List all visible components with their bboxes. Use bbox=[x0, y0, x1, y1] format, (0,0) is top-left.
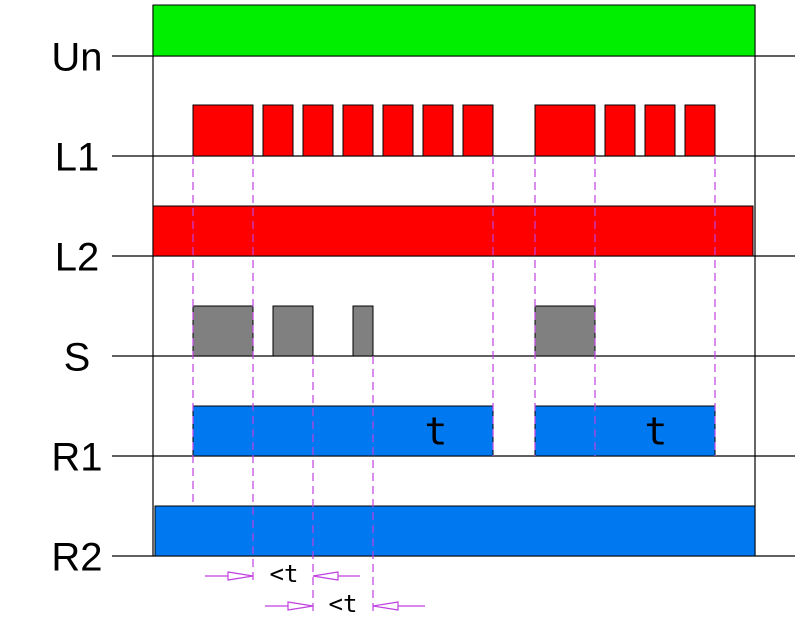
guides bbox=[192, 156, 716, 612]
timer-label: t bbox=[645, 410, 668, 454]
interval-label: <t bbox=[329, 590, 358, 618]
signal-label: R2 bbox=[51, 536, 102, 580]
signal-label: R1 bbox=[51, 436, 102, 480]
signal-label: L2 bbox=[55, 236, 100, 280]
interval-arrows bbox=[205, 571, 425, 611]
interval-label: <t bbox=[270, 560, 299, 588]
waveforms bbox=[152, 4, 756, 557]
signal-label: L1 bbox=[55, 136, 100, 180]
signal-label: S bbox=[64, 336, 91, 380]
frame bbox=[112, 5, 795, 557]
signal-label: Un bbox=[51, 36, 102, 80]
timer-label: t bbox=[425, 410, 448, 454]
